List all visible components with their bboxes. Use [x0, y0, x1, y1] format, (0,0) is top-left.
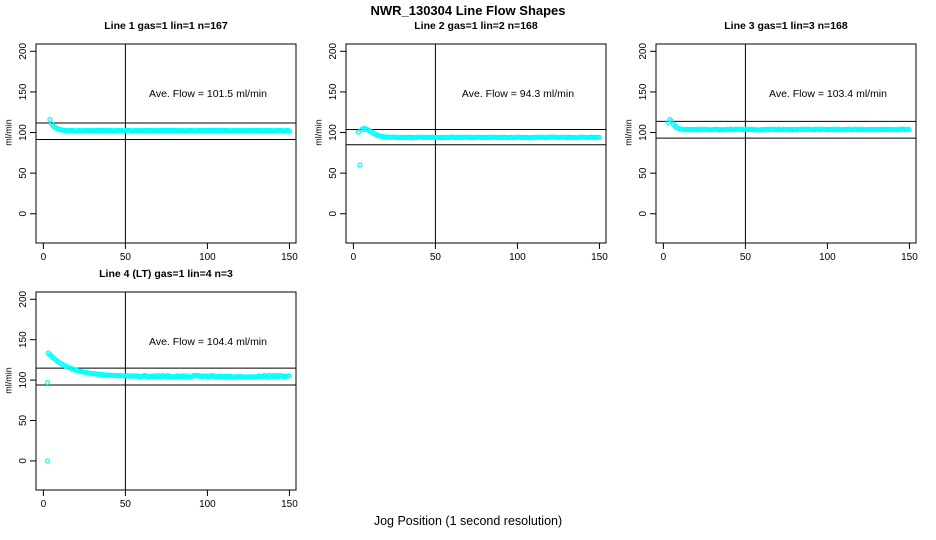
y-tick-label: 100: [18, 371, 29, 388]
x-tick-label: 150: [281, 252, 298, 263]
y-tick-label: 50: [638, 167, 649, 179]
panel4-ave-flow-label: Ave. Flow = 104.4 ml/min: [149, 336, 267, 348]
x-axis-title: Jog Position (1 second resolution): [373, 514, 563, 528]
x-tick-label: 100: [199, 252, 216, 263]
y-tick-label: 200: [638, 43, 649, 60]
y-tick-label: 100: [638, 124, 649, 141]
figure-title: NWR_130304 Line Flow Shapes: [370, 3, 566, 18]
panel4-title: Line 4 (LT) gas=1 lin=4 n=3: [99, 268, 233, 280]
x-tick-label: 50: [740, 252, 752, 263]
y-tick-label: 50: [18, 414, 29, 426]
y-tick-label: 0: [18, 211, 29, 217]
panel-plot: 0 50 100 150 0 50 100 150 200: [328, 43, 608, 263]
y-tick-label: 50: [328, 167, 339, 179]
flow-data-points: [47, 116, 292, 134]
y-tick-label: 0: [18, 458, 29, 464]
y-tick-label: 150: [18, 83, 29, 100]
x-tick-label: 0: [41, 252, 47, 263]
y-tick-label: 200: [328, 43, 339, 60]
panel-plot: 0 50 100 150 0 50 100 150 200: [18, 290, 298, 510]
panel-plot: 0 50 100 150 0 50 100 150 200: [638, 43, 918, 263]
x-tick-label: 50: [430, 252, 442, 263]
x-tick-label: 0: [661, 252, 667, 263]
panel1-title: Line 1 gas=1 lin=1 n=167: [104, 20, 228, 32]
x-tick-label: 150: [901, 252, 918, 263]
x-tick-label: 100: [199, 499, 216, 510]
panel1-ave-flow-label: Ave. Flow = 101.5 ml/min: [149, 88, 267, 100]
flow-data-points: [665, 116, 912, 133]
y-tick-label: 150: [18, 331, 29, 348]
y-tick-label: 100: [18, 124, 29, 141]
x-tick-label: 150: [281, 499, 298, 510]
y-tick-label: 200: [18, 290, 29, 307]
y-tick-label: 0: [638, 211, 649, 217]
x-tick-label: 150: [591, 252, 608, 263]
x-tick-label: 0: [351, 252, 357, 263]
y-tick-label: 0: [328, 211, 339, 217]
y-tick-label: 50: [18, 167, 29, 179]
flow-data-points: [44, 350, 292, 464]
flow-data-points: [355, 125, 603, 168]
panel2-ave-flow-label: Ave. Flow = 94.3 ml/min: [461, 88, 575, 100]
y-tick-label: 200: [18, 43, 29, 60]
panel3-ave-flow-label: Ave. Flow = 103.4 ml/min: [769, 88, 887, 100]
panel-plot: 0 50 100 150 0 50 100 150 200: [18, 43, 298, 263]
y-tick-label: 150: [638, 83, 649, 100]
x-tick-label: 100: [509, 252, 526, 263]
y-tick-label: 150: [328, 83, 339, 100]
panel3-title: Line 3 gas=1 lin=3 n=168: [724, 20, 848, 32]
x-tick-label: 100: [819, 252, 836, 263]
x-tick-label: 50: [120, 499, 132, 510]
x-tick-label: 50: [120, 252, 132, 263]
x-tick-label: 0: [41, 499, 47, 510]
y-tick-label: 100: [328, 124, 339, 141]
panel2-title: Line 2 gas=1 lin=2 n=168: [414, 20, 538, 32]
